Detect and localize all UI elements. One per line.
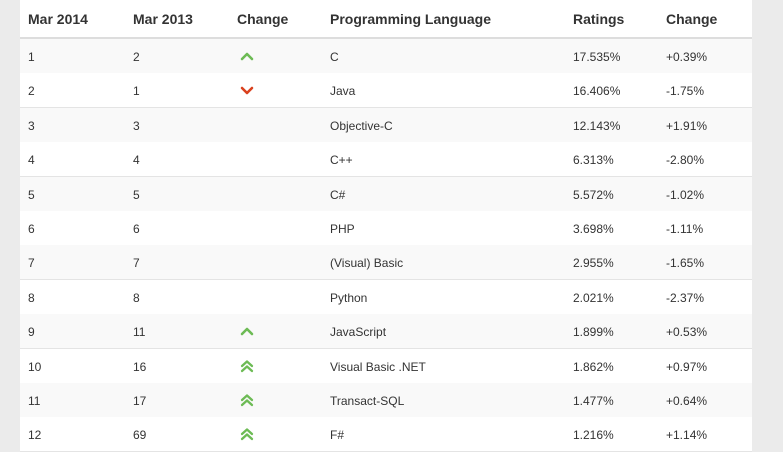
rank-2013-cell: 69 — [133, 428, 147, 443]
chevron-down-icon — [240, 83, 254, 97]
delta-cell: +0.97% — [666, 359, 708, 374]
rating-cell: 1.477% — [573, 394, 614, 408]
rating-cell: 1.899% — [573, 325, 614, 340]
language-cell: JavaScript — [330, 325, 387, 340]
rank-2014-cell: 3 — [28, 118, 35, 133]
header-mar-2014[interactable]: Mar 2014 — [28, 11, 88, 27]
delta-cell: -2.80% — [666, 153, 705, 168]
table-row: 9 11 JavaScript 1.899% +0.53% — [20, 314, 752, 350]
rating-cell: 17.535% — [573, 50, 621, 64]
rating-cell: 2.021% — [573, 290, 614, 305]
language-cell: F# — [330, 428, 345, 443]
table-row: 8 8 Python 2.021% -2.37% — [20, 279, 752, 315]
delta-cell: +1.91% — [666, 118, 708, 133]
delta-cell: -2.37% — [666, 290, 705, 305]
header-language[interactable]: Programming Language — [330, 11, 492, 27]
delta-cell: -1.02% — [666, 187, 705, 202]
rank-2014-cell: 10 — [28, 359, 42, 374]
rank-2013-cell: 5 — [133, 187, 140, 202]
rank-2014-cell: 9 — [28, 325, 35, 340]
rank-2014-cell: 2 — [28, 84, 35, 99]
table-row: 6 6 PHP 3.698% -1.11% — [20, 211, 752, 246]
rating-cell: 6.313% — [573, 153, 614, 168]
rank-2014-cell: 1 — [28, 50, 35, 64]
rank-2013-cell: 17 — [133, 394, 147, 408]
table-row: 12 69 F# 1.216% +1.14% — [20, 417, 752, 452]
delta-cell: -1.65% — [666, 256, 705, 271]
table-row: 10 16 Visual Basic .NET 1.862% +0.97% — [20, 348, 752, 384]
rank-2014-cell: 6 — [28, 222, 35, 236]
double-chevron-up-icon — [240, 359, 254, 373]
rating-cell: 16.406% — [573, 84, 621, 99]
delta-cell: -1.11% — [666, 222, 704, 236]
double-chevron-up-icon — [240, 427, 254, 441]
rating-cell: 2.955% — [573, 256, 614, 271]
table-row: 7 7 (Visual) Basic 2.955% -1.65% — [20, 245, 752, 281]
header-change-percent[interactable]: Change — [666, 11, 718, 27]
delta-cell: +0.39% — [666, 50, 708, 64]
header-change[interactable]: Change — [237, 11, 289, 27]
language-cell: Java — [330, 84, 356, 99]
header-ratings[interactable]: Ratings — [573, 11, 625, 27]
chevron-up-icon — [240, 324, 254, 338]
rank-2014-cell: 11 — [28, 394, 41, 408]
table-row: 4 4 C++ 6.313% -2.80% — [20, 142, 752, 178]
table-row: 2 1 Java 16.406% -1.75% — [20, 73, 752, 109]
table-row: 1 2 C 17.535% +0.39% — [20, 39, 752, 74]
language-cell: Objective-C — [330, 118, 393, 133]
ranking-table: Mar 2014 Mar 2013 Change Programming Lan… — [20, 0, 752, 452]
rank-2014-cell: 8 — [28, 290, 35, 305]
language-cell: PHP — [330, 222, 355, 236]
table-header: Mar 2014 Mar 2013 Change Programming Lan… — [20, 0, 752, 39]
rating-cell: 5.572% — [573, 187, 614, 202]
chevron-up-icon — [240, 49, 254, 63]
delta-cell: -1.75% — [666, 84, 705, 99]
language-cell: C++ — [330, 153, 353, 168]
rank-2013-cell: 4 — [133, 153, 140, 168]
rating-cell: 12.143% — [573, 118, 621, 133]
rank-2014-cell: 7 — [28, 256, 35, 271]
table-row: 11 17 Transact-SQL 1.477% +0.64% — [20, 383, 752, 418]
rank-2013-cell: 11 — [133, 325, 146, 340]
rank-2013-cell: 6 — [133, 222, 140, 236]
rank-2013-cell: 7 — [133, 256, 140, 271]
rank-2013-cell: 2 — [133, 50, 140, 64]
page-background — [752, 0, 783, 452]
rank-2014-cell: 4 — [28, 153, 35, 168]
delta-cell: +0.53% — [666, 325, 708, 340]
language-cell: (Visual) Basic — [330, 256, 404, 271]
rank-2013-cell: 3 — [133, 118, 140, 133]
rating-cell: 1.862% — [573, 359, 614, 374]
language-cell: Visual Basic .NET — [330, 359, 426, 374]
language-cell: Python — [330, 290, 368, 305]
table-row: 5 5 C# 5.572% -1.02% — [20, 176, 752, 212]
table-row: 3 3 Objective-C 12.143% +1.91% — [20, 107, 752, 143]
rating-cell: 1.216% — [573, 428, 614, 443]
delta-cell: +0.64% — [666, 394, 708, 408]
language-cell: C — [330, 50, 339, 64]
rank-2013-cell: 1 — [133, 84, 140, 99]
language-cell: Transact-SQL — [330, 394, 405, 408]
language-cell: C# — [330, 187, 346, 202]
rank-2014-cell: 12 — [28, 428, 42, 443]
double-chevron-up-icon — [240, 393, 254, 407]
rank-2013-cell: 16 — [133, 359, 147, 374]
header-mar-2013[interactable]: Mar 2013 — [133, 11, 193, 27]
delta-cell: +1.14% — [666, 428, 708, 443]
rank-2013-cell: 8 — [133, 290, 140, 305]
rank-2014-cell: 5 — [28, 187, 35, 202]
rating-cell: 3.698% — [573, 222, 614, 236]
